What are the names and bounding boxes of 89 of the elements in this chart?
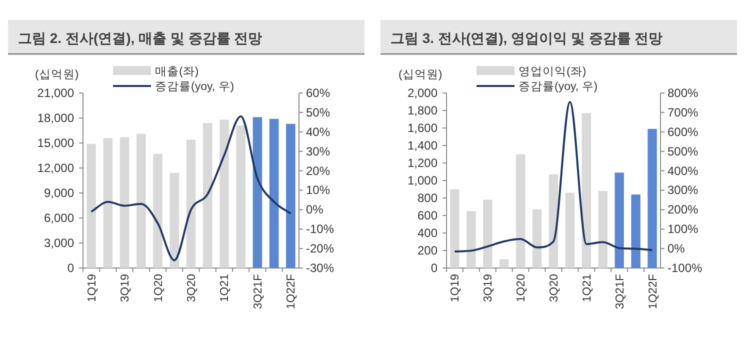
legend-label: 영업이익(좌) — [518, 66, 586, 78]
y2-tick-label: 400% — [668, 164, 699, 178]
bar — [598, 191, 608, 268]
y-axis-title: (십억원) — [398, 69, 442, 81]
y-tick-label: 9,000 — [44, 186, 74, 200]
x-tick-label: 1Q20 — [516, 274, 528, 302]
y2-tick-label: 800% — [668, 86, 699, 100]
y-tick-label: 800 — [417, 191, 438, 205]
bar — [631, 194, 640, 268]
bar — [252, 117, 262, 268]
bar — [582, 113, 592, 268]
bar — [500, 259, 509, 268]
y2-tick-label: -20% — [306, 242, 334, 256]
bar — [86, 144, 96, 268]
y-tick-label: 400 — [417, 226, 438, 240]
y2-tick-label: -10% — [306, 222, 334, 236]
y2-tick-label: 200% — [668, 202, 699, 217]
y-tick-label: 1,200 — [407, 156, 438, 170]
x-tick-label: 3Q19 — [482, 274, 495, 302]
bar — [532, 209, 542, 268]
bar — [170, 173, 180, 268]
bar — [483, 200, 492, 268]
y2-tick-label: 20% — [306, 164, 330, 178]
y2-tick-label: 100% — [668, 222, 699, 236]
y-axis-title: (십억원) — [35, 69, 79, 81]
legend-label: 증감률(yoy, 우) — [518, 81, 598, 93]
y-tick-label: 600 — [417, 208, 438, 222]
x-tick-label: 3Q21F — [614, 274, 626, 310]
chart-title: 그림 2. 전사(연결), 매출 및 증감률 전망 — [18, 30, 262, 46]
bar — [614, 172, 624, 268]
y2-tick-label: 60% — [306, 86, 330, 100]
bar — [136, 134, 146, 268]
y2-tick-label: -30% — [306, 261, 334, 275]
bar — [516, 154, 526, 268]
y-tick-label: 1,600 — [407, 121, 438, 135]
y2-tick-label: 0% — [668, 242, 686, 256]
y-tick-label: 2,000 — [407, 86, 438, 100]
bar — [103, 138, 113, 268]
x-tick-label: 1Q21 — [581, 274, 594, 302]
x-tick-label: 3Q21F — [252, 274, 264, 310]
legend-label: 매출(좌) — [155, 65, 199, 78]
bar — [466, 211, 476, 268]
x-tick-label: 1Q22F — [286, 274, 298, 310]
chart-title: 그림 3. 전사(연결), 영업이익 및 증감률 전망 — [390, 30, 663, 46]
y-tick-label: 1,800 — [407, 104, 438, 118]
bar — [153, 154, 162, 268]
bar — [236, 126, 246, 268]
bar — [548, 174, 558, 268]
x-tick-label: 1Q22F — [647, 274, 660, 310]
x-tick-label: 1Q21 — [219, 274, 232, 302]
x-tick-label: 3Q20 — [548, 274, 560, 302]
y-tick-label: 21,000 — [37, 86, 74, 100]
y-tick-label: 6,000 — [44, 211, 74, 225]
bar — [450, 189, 460, 268]
y-tick-label: 3,000 — [44, 236, 74, 250]
y-tick-label: 18,000 — [37, 111, 74, 125]
bar — [648, 128, 657, 268]
y2-tick-label: 50% — [306, 105, 330, 120]
x-tick-label: 3Q19 — [120, 274, 132, 302]
bar — [120, 137, 130, 268]
y2-tick-label: -100% — [668, 261, 703, 275]
line-series — [90, 115, 292, 262]
bar — [269, 118, 279, 268]
x-tick-label: 1Q19 — [86, 274, 98, 302]
y-tick-label: 200 — [417, 244, 438, 258]
legend-label: 증감률(yoy, 우) — [155, 81, 234, 93]
y2-tick-label: 700% — [668, 105, 699, 120]
bar — [220, 120, 229, 268]
y2-tick-label: 40% — [306, 124, 330, 139]
bar — [286, 124, 296, 268]
x-tick-label: 1Q19 — [450, 274, 462, 302]
x-tick-label: 1Q20 — [152, 274, 165, 302]
bar — [565, 192, 575, 268]
y2-tick-label: 0% — [306, 202, 324, 217]
y-tick-label: 15,000 — [37, 136, 74, 150]
y2-tick-label: 30% — [306, 144, 330, 158]
bar — [202, 123, 212, 268]
bar — [186, 140, 196, 268]
y-tick-label: 1,400 — [407, 138, 438, 152]
y-tick-label: 0 — [430, 261, 438, 275]
y2-tick-label: 300% — [668, 183, 699, 198]
y2-tick-label: 500% — [668, 144, 699, 158]
y-tick-label: 12,000 — [37, 161, 74, 175]
x-tick-label: 3Q20 — [186, 274, 198, 302]
y-tick-label: 1,000 — [407, 174, 438, 188]
y-tick-label: 0 — [67, 261, 74, 275]
y2-tick-label: 600% — [668, 124, 699, 139]
y2-tick-label: 10% — [306, 183, 330, 198]
line-series — [454, 100, 654, 252]
